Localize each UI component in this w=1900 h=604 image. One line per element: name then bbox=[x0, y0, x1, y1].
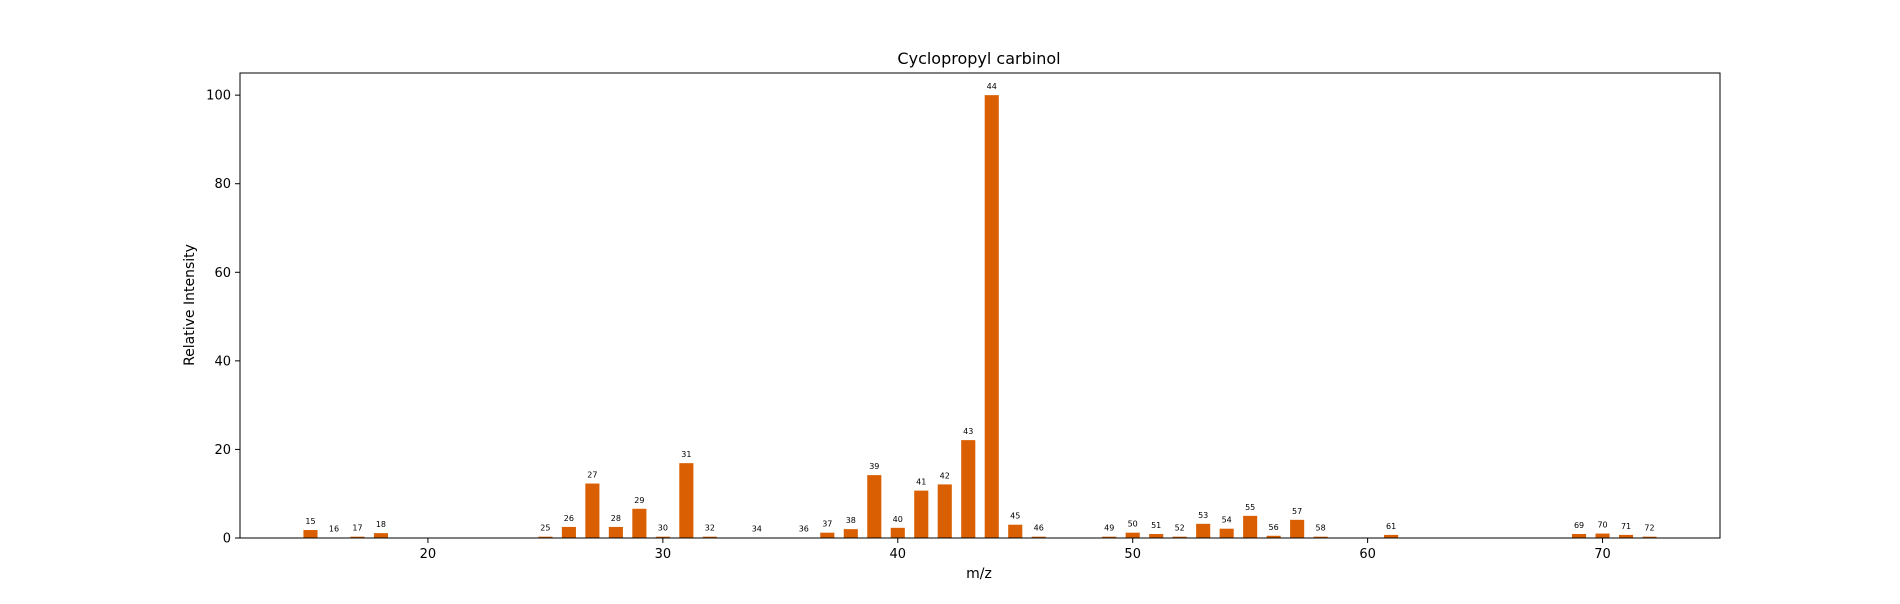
bar-label-mz-71: 71 bbox=[1621, 522, 1631, 531]
bar-label-mz-58: 58 bbox=[1316, 524, 1326, 533]
bar-label-mz-17: 17 bbox=[352, 524, 362, 533]
bar-mz-41 bbox=[914, 490, 929, 538]
bar-mz-58 bbox=[1313, 536, 1328, 538]
x-tick-label: 30 bbox=[655, 547, 672, 562]
bar-mz-56 bbox=[1266, 535, 1281, 538]
y-axis-ticks: 0 20 40 60 80 100 bbox=[206, 89, 240, 547]
bar-mz-29 bbox=[632, 508, 647, 538]
bar-label-mz-15: 15 bbox=[305, 517, 315, 526]
bar-mz-61 bbox=[1384, 534, 1399, 538]
bar-mz-18 bbox=[373, 533, 388, 538]
bar-label-mz-26: 26 bbox=[564, 514, 574, 523]
bar-label-mz-56: 56 bbox=[1269, 523, 1279, 532]
x-axis-label: m/z bbox=[966, 566, 992, 582]
x-tick-label: 40 bbox=[890, 547, 907, 562]
bar-mz-55 bbox=[1243, 515, 1258, 538]
bar-label-mz-54: 54 bbox=[1222, 516, 1232, 525]
bar-mz-27 bbox=[585, 483, 600, 538]
bar-mz-52 bbox=[1172, 536, 1187, 538]
bar-label-mz-41: 41 bbox=[916, 478, 926, 487]
bar-label-mz-53: 53 bbox=[1198, 511, 1208, 520]
bar-label-mz-31: 31 bbox=[681, 450, 691, 459]
bar-label-mz-36: 36 bbox=[799, 525, 809, 534]
bar-mz-28 bbox=[608, 526, 623, 538]
bar-label-mz-27: 27 bbox=[587, 471, 597, 480]
plot-area-frame bbox=[239, 72, 1721, 539]
bar-mz-69 bbox=[1572, 534, 1587, 538]
y-axis-label: Relative Intensity bbox=[182, 244, 198, 366]
y-tick-label: 40 bbox=[214, 354, 231, 369]
x-tick-label: 70 bbox=[1594, 547, 1611, 562]
bar-label-mz-51: 51 bbox=[1151, 521, 1161, 530]
bar-mz-42 bbox=[937, 484, 952, 538]
bar-label-mz-69: 69 bbox=[1574, 521, 1584, 530]
bar-mz-53 bbox=[1196, 523, 1211, 538]
bar-mz-25 bbox=[538, 536, 553, 538]
bar-label-mz-28: 28 bbox=[611, 514, 621, 523]
bar-label-mz-50: 50 bbox=[1128, 520, 1138, 529]
bar-label-mz-44: 44 bbox=[987, 82, 997, 91]
bar-mz-30 bbox=[655, 536, 670, 538]
bar-label-mz-72: 72 bbox=[1644, 524, 1654, 533]
bar-mz-15 bbox=[303, 530, 318, 538]
bar-label-mz-37: 37 bbox=[822, 520, 832, 529]
bar-label-mz-57: 57 bbox=[1292, 507, 1302, 516]
bar-mz-44 bbox=[984, 95, 999, 539]
bar-label-mz-18: 18 bbox=[376, 520, 386, 529]
bar-mz-17 bbox=[350, 536, 365, 538]
bar-label-mz-49: 49 bbox=[1104, 524, 1114, 533]
bar-mz-51 bbox=[1149, 534, 1164, 538]
y-tick-label: 60 bbox=[214, 266, 231, 281]
x-tick-label: 60 bbox=[1359, 547, 1376, 562]
bar-label-mz-29: 29 bbox=[634, 496, 644, 505]
y-tick-label: 20 bbox=[214, 443, 231, 458]
y-tick-label: 80 bbox=[214, 177, 231, 192]
bar-label-mz-40: 40 bbox=[893, 515, 903, 524]
bars-group bbox=[303, 95, 1657, 539]
bar-mz-49 bbox=[1102, 536, 1117, 538]
x-axis-ticks: 20 30 40 50 60 70 bbox=[420, 538, 1611, 562]
y-tick-label: 0 bbox=[223, 532, 231, 547]
bar-label-mz-25: 25 bbox=[540, 524, 550, 533]
bar-mz-45 bbox=[1008, 524, 1023, 538]
bar-label-mz-61: 61 bbox=[1386, 522, 1396, 531]
bar-mz-72 bbox=[1642, 536, 1657, 538]
bar-mz-43 bbox=[961, 440, 976, 538]
bar-label-mz-34: 34 bbox=[752, 525, 762, 534]
bar-label-mz-32: 32 bbox=[705, 524, 715, 533]
bar-label-mz-43: 43 bbox=[963, 427, 973, 436]
bar-mz-32 bbox=[702, 536, 717, 538]
bar-mz-50 bbox=[1125, 532, 1140, 538]
bar-mz-38 bbox=[843, 529, 858, 538]
bar-mz-57 bbox=[1290, 519, 1305, 538]
bar-label-mz-16: 16 bbox=[329, 525, 339, 534]
bar-label-mz-70: 70 bbox=[1597, 521, 1607, 530]
bar-mz-71 bbox=[1618, 534, 1634, 538]
bar-mz-54 bbox=[1219, 528, 1234, 538]
bar-labels-group: 15 16 17 18 25 26 27 28 29 30 31 32 34 36 37 38 39 40 41 42… bbox=[305, 82, 1654, 533]
bar-label-mz-38: 38 bbox=[846, 516, 856, 525]
bar-label-mz-42: 42 bbox=[940, 471, 950, 480]
bar-label-mz-30: 30 bbox=[658, 524, 668, 533]
bar-label-mz-39: 39 bbox=[869, 462, 879, 471]
bar-label-mz-45: 45 bbox=[1010, 512, 1020, 521]
bar-mz-40 bbox=[890, 527, 905, 538]
bar-mz-31 bbox=[679, 463, 694, 538]
bar-label-mz-52: 52 bbox=[1175, 524, 1185, 533]
bar-mz-39 bbox=[867, 475, 882, 538]
bar-mz-26 bbox=[561, 526, 576, 538]
bar-label-mz-55: 55 bbox=[1245, 503, 1255, 512]
bar-label-mz-46: 46 bbox=[1034, 524, 1044, 533]
y-tick-label: 100 bbox=[206, 89, 231, 104]
bar-mz-46 bbox=[1031, 536, 1046, 538]
bar-mz-70 bbox=[1595, 533, 1610, 538]
chart-title: Cyclopropyl carbinol bbox=[897, 49, 1060, 68]
x-tick-label: 20 bbox=[420, 547, 437, 562]
x-tick-label: 50 bbox=[1124, 547, 1141, 562]
bar-mz-37 bbox=[820, 532, 835, 538]
